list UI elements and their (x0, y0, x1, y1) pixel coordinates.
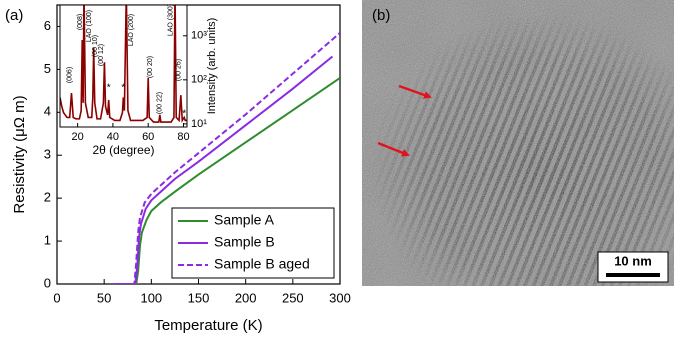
peak-label: (00 10) (92, 35, 99, 57)
peak-label: (006) (66, 67, 73, 83)
x-tick-label: 200 (235, 290, 257, 305)
scale-bar-label: 10 nm (614, 253, 652, 268)
y-tick-label: 0 (44, 275, 51, 290)
y-tick-label: 10³ (191, 30, 207, 42)
data-line (113, 32, 340, 284)
y-tick-label: 4 (44, 104, 51, 119)
y-axis-label: Resistivity (μΩ m) (11, 95, 28, 213)
tem-image: 10 nm (b) (362, 0, 674, 286)
peak-label: (00 22) (156, 92, 163, 114)
x-tick-label: 20 (72, 131, 84, 143)
x-tick-label: 100 (140, 290, 162, 305)
x-tick-label: 40 (107, 131, 119, 143)
peak-label: LAO (200) (128, 14, 135, 46)
peak-label: LAO (100) (86, 10, 93, 42)
peak-label: (008) (77, 14, 84, 30)
inset-frame (59, 4, 188, 128)
y-axis-label: Intensity (arb. units) (206, 18, 218, 115)
peak-label: (00 26) (175, 59, 182, 81)
arrow (398, 84, 432, 99)
legend-label: Sample B aged (214, 256, 310, 272)
peak-label: (00 20) (147, 56, 154, 78)
peak-label: * (107, 83, 111, 94)
x-tick-label: 300 (329, 290, 351, 305)
x-tick-label: 60 (142, 131, 154, 143)
y-tick-label: 1 (44, 233, 51, 248)
y-tick-label: 10² (191, 74, 207, 86)
legend-label: Sample B (214, 234, 275, 250)
spectrum-line (60, 5, 187, 123)
series-group (113, 32, 340, 284)
x-tick-label: 250 (282, 290, 304, 305)
peak-label: * (121, 83, 125, 94)
y-tick-label: 5 (44, 61, 51, 76)
arrow (377, 141, 410, 157)
y-tick-label: 3 (44, 147, 51, 162)
x-tick-label: 0 (53, 290, 60, 305)
y-tick-label: 6 (44, 18, 51, 33)
x-tick-label: 150 (188, 290, 210, 305)
scale-bar (606, 273, 660, 277)
data-line (113, 55, 334, 284)
y-tick-label: 2 (44, 190, 51, 205)
x-tick-label: 50 (97, 290, 111, 305)
y-tick-label: 10¹ (191, 118, 207, 130)
x-axis-label: 2θ (degree) (92, 143, 154, 157)
x-axis-label: Temperature (K) (154, 317, 262, 334)
inset-series (60, 5, 187, 123)
legend-label: Sample A (214, 212, 275, 228)
x-tick-label: 80 (177, 131, 189, 143)
data-line (113, 77, 340, 284)
peak-label: LAO (300) (168, 4, 175, 36)
panel-label: (a) (5, 7, 23, 24)
peak-label: (00 12) (98, 44, 105, 66)
peak-label: * (182, 109, 186, 120)
panel-label: (b) (372, 7, 390, 24)
